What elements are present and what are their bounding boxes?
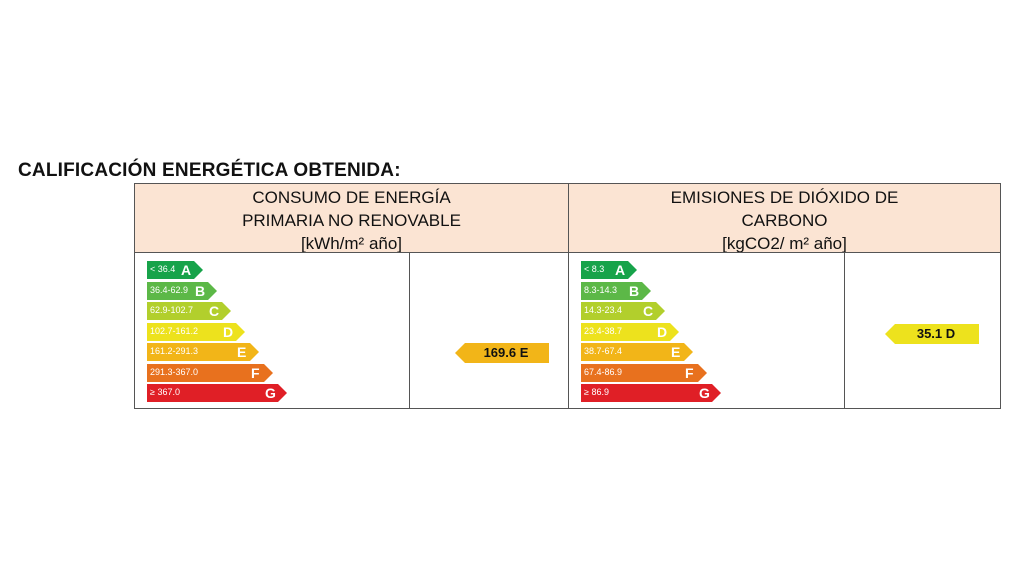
scale-range-label: 23.4-38.7	[584, 325, 623, 336]
scale-range-label: 62.9-102.7	[150, 305, 194, 315]
energy-scale-bar-c: 62.9-102.7 C	[147, 302, 231, 320]
scale-range-label: 102.7-161.2	[150, 325, 199, 336]
scale-class-letter: G	[265, 385, 276, 401]
emissions-header-line-1: EMISIONES DE DIÓXIDO DE	[670, 188, 899, 207]
scale-arrow-shape	[581, 343, 693, 361]
scale-class-letter: C	[209, 303, 220, 319]
scale-arrow-shape	[581, 261, 637, 279]
scale-arrow-shape	[581, 302, 665, 320]
scale-arrow-shape	[581, 363, 707, 382]
emissions-scale-cell: < 8.3 A 8.3-14.3 B 14.3-23.4 C 23.4-38.7 D 38.7-…	[568, 252, 845, 409]
energy-scale-bar-a: < 36.4 A	[147, 261, 203, 279]
energy-scale-cell: < 36.4 A 36.4-62.9 B 62.9-102.7 C 102.7-161.2 D…	[134, 252, 410, 409]
scale-arrow-shape	[147, 302, 231, 320]
scale-range-label: 161.2-291.3	[150, 346, 199, 356]
scale-class-letter: A	[615, 262, 626, 278]
energy-result-cell: 169.6 E	[409, 252, 569, 409]
energy-scale-bar-g: ≥ 367.0 G	[147, 384, 287, 402]
emissions-scale-bar-f: 67.4-86.9 F	[581, 363, 707, 382]
scale-range-label: < 8.3	[584, 264, 605, 274]
scale-range-label: ≥ 86.9	[584, 387, 609, 397]
scale-arrow-shape	[581, 322, 679, 341]
scale-class-letter: B	[195, 282, 206, 299]
scale-arrow-shape	[147, 281, 217, 300]
emissions-scale-bar-a: < 8.3 A	[581, 261, 637, 279]
energy-header-line-1: CONSUMO DE ENERGÍA	[252, 188, 451, 207]
energy-result-value: 169.6 E	[483, 345, 529, 360]
energy-scale-bar-e: 161.2-291.3 E	[147, 343, 259, 361]
scale-class-letter: D	[657, 323, 668, 340]
scale-class-letter: D	[223, 323, 234, 340]
emissions-result-indicator: 35.1 D	[885, 324, 979, 344]
scale-arrow-shape	[147, 322, 245, 341]
scale-range-label: 38.7-67.4	[584, 346, 623, 356]
energy-result-indicator: 169.6 E	[455, 343, 549, 363]
scale-arrow-shape	[147, 261, 203, 279]
emissions-header-unit: [kgCO2/ m² año]	[722, 234, 847, 253]
energy-header-unit: [kWh/m² año]	[300, 234, 403, 253]
emissions-result-arrow	[885, 324, 979, 344]
emissions-header: EMISIONES DE DIÓXIDO DE CARBONO [kgCO2/ …	[568, 183, 1001, 253]
energy-scale-bar-d: 102.7-161.2 D	[147, 322, 245, 341]
scale-class-letter: A	[181, 262, 192, 278]
scale-arrow-shape	[147, 343, 259, 361]
scale-range-label: ≥ 367.0	[150, 387, 180, 397]
scale-class-letter: E	[237, 344, 247, 360]
scale-arrow-shape	[581, 384, 721, 402]
energy-header: CONSUMO DE ENERGÍA PRIMARIA NO RENOVABLE…	[134, 183, 569, 253]
emissions-scale-bar-b: 8.3-14.3 B	[581, 281, 651, 300]
scale-arrow-shape	[147, 363, 273, 382]
scale-class-letter: F	[251, 364, 260, 381]
emissions-scale-bar-c: 14.3-23.4 C	[581, 302, 665, 320]
emissions-scale-bar-d: 23.4-38.7 D	[581, 322, 679, 341]
scale-range-label: 291.3-367.0	[150, 366, 199, 377]
scale-class-letter: F	[685, 364, 694, 381]
scale-class-letter: C	[643, 303, 654, 319]
scale-arrow-shape	[147, 384, 287, 402]
scale-class-letter: B	[629, 282, 640, 299]
scale-range-label: 67.4-86.9	[584, 366, 623, 377]
emissions-scale-bar-g: ≥ 86.9 G	[581, 384, 721, 402]
energy-header-line-2: PRIMARIA NO RENOVABLE	[242, 211, 461, 230]
emissions-header-line-2: CARBONO	[741, 211, 828, 230]
energy-result-arrow	[455, 343, 549, 363]
main-title: CALIFICACIÓN ENERGÉTICA OBTENIDA:	[18, 160, 401, 181]
scale-arrow-shape	[581, 281, 651, 300]
energy-scale-bar-f: 291.3-367.0 F	[147, 363, 273, 382]
scale-range-label: 14.3-23.4	[584, 305, 623, 315]
scale-class-letter: E	[671, 344, 681, 360]
energy-scale-bar-b: 36.4-62.9 B	[147, 281, 217, 300]
scale-class-letter: G	[699, 385, 710, 401]
scale-range-label: 36.4-62.9	[150, 284, 189, 295]
rating-table: CONSUMO DE ENERGÍA PRIMARIA NO RENOVABLE…	[134, 183, 1001, 409]
scale-range-label: 8.3-14.3	[584, 284, 618, 295]
emissions-result-cell: 35.1 D	[844, 252, 1001, 409]
emissions-scale-bar-e: 38.7-67.4 E	[581, 343, 693, 361]
emissions-result-value: 35.1 D	[916, 326, 956, 341]
scale-range-label: < 36.4	[150, 264, 176, 274]
